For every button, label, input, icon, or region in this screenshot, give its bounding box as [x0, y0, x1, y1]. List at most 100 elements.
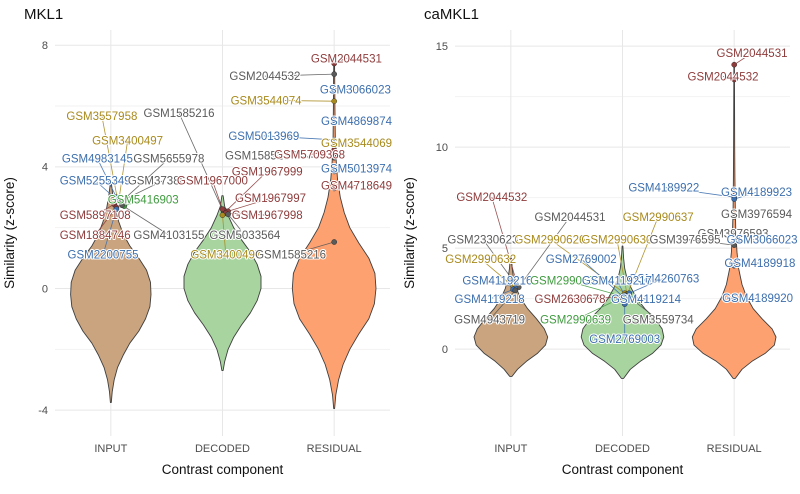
annotation-label: GSM4103155: [133, 230, 204, 242]
violin-chart-mkl1: GSM2044531 GSM2044532 GSM3066023 GSM3544074…: [2, 6, 394, 477]
annotation-label: GSM4943719: [454, 315, 525, 327]
x-tick-label: INPUT: [494, 443, 527, 455]
annotation-label: GSM1967998: [232, 210, 303, 222]
annotation-label: GSM3400497: [190, 250, 261, 262]
annotation-label: GSM3738854: [128, 176, 200, 188]
annotation-label: GSM2044531: [311, 53, 382, 65]
violin-input: [473, 255, 549, 377]
annotation-points: [510, 61, 738, 307]
annotation-labels: GSM2044531 GSM2044532 GSM4189922 GSM4189923…: [444, 47, 798, 347]
annotation-label: GSM2044531: [535, 212, 606, 224]
annotation-label: GSM3557958: [66, 111, 137, 123]
x-tick-label: DECODED: [595, 443, 650, 455]
data-point: [619, 294, 626, 301]
annotation-label: GSM1585216: [255, 250, 326, 262]
data-point: [731, 76, 738, 83]
annotation-label: GSM5416903: [108, 194, 179, 206]
y-tick-label: 5: [442, 243, 448, 255]
annotation-label: GSM2044532: [229, 71, 300, 83]
annotation-label: GSM4119218: [455, 294, 525, 306]
y-tick-label: 10: [436, 142, 448, 154]
violin-residual: [291, 59, 377, 410]
data-point: [331, 154, 338, 161]
data-point: [731, 213, 738, 220]
data-point: [331, 120, 338, 126]
annotation-label: GSM4983145: [62, 154, 133, 166]
annotation-label: GSM2990632: [445, 254, 516, 266]
x-tick-label: RESIDUAL: [307, 443, 362, 455]
annotation-label: GSM5897108: [60, 210, 131, 222]
annotation-label: GSM3976594: [721, 209, 793, 221]
annotation-label: GSM3976595: [650, 234, 721, 246]
data-point: [225, 211, 231, 218]
annotation-label: GSM3559734: [623, 315, 695, 327]
data-point: [331, 142, 338, 149]
annotation-label: GSM2990626: [514, 234, 585, 246]
axes: -4 0 4 8 INPUT DECODED RESIDUAL Contrast compon…: [2, 6, 362, 477]
annotation-label: GSM3400497: [92, 136, 163, 148]
y-tick-label: 0: [42, 283, 48, 295]
annotation-label: GSM5013969: [228, 131, 299, 143]
data-point: [731, 61, 738, 68]
annotation-label: GSM4718649: [321, 180, 392, 192]
annotation-label: GSM2044531: [717, 48, 788, 60]
data-point: [331, 60, 338, 67]
violin-input: [70, 183, 152, 403]
data-point: [331, 185, 338, 192]
annotation-label: GSM5033564: [209, 230, 281, 242]
annotation-segments: [94, 57, 357, 256]
annotation-label: GSM4119216: [462, 276, 532, 288]
annotation-label: GSM1967999: [232, 166, 303, 178]
panel-title: MKL1: [24, 6, 63, 23]
annotation-label: GSM3066023: [727, 234, 798, 246]
data-point: [331, 71, 338, 77]
annotation-label: GSM2769003: [589, 334, 660, 346]
y-axis-title: Similarity (z-score): [2, 177, 17, 289]
annotation-label: GSM1884746: [60, 230, 131, 242]
annotation-label: GSM4189922: [628, 182, 699, 194]
annotation-label: GSM2200755: [68, 250, 139, 262]
annotation-label: GSM5655978: [133, 154, 204, 166]
data-point: [731, 196, 738, 202]
annotation-label: GSM1585237: [225, 151, 296, 163]
annotation-label: GSM4119217: [582, 276, 652, 288]
data-point: [331, 87, 338, 93]
data-point: [219, 206, 226, 212]
data-point: [626, 294, 632, 301]
annotation-label: GSM2044532: [456, 192, 527, 204]
data-point: [119, 202, 125, 208]
annotation-label: GSM5255349: [60, 176, 131, 188]
violins: [70, 59, 377, 410]
violins: [473, 61, 777, 379]
x-tick-label: DECODED: [195, 443, 250, 455]
annotation-label: GSM2990637: [623, 212, 694, 224]
data-point: [512, 287, 519, 294]
annotation-label: GSM3066023: [320, 84, 391, 96]
data-point: [331, 239, 338, 245]
panel-title: caMKL1: [424, 6, 479, 23]
annotation-label: GSM1967000: [177, 176, 248, 188]
data-point: [731, 297, 738, 303]
data-point: [331, 98, 338, 104]
annotation-points: [111, 60, 338, 245]
violin-decoded: [183, 195, 262, 372]
annotation-label: GSM5013974: [321, 163, 393, 175]
data-point: [621, 301, 628, 307]
annotation-label: GSM2990639: [530, 276, 601, 288]
annotation-label: GSM4189920: [722, 293, 793, 305]
y-tick-label: 4: [42, 162, 48, 174]
x-tick-label: INPUT: [94, 443, 127, 455]
x-axis-title: Contrast component: [162, 462, 284, 477]
annotation-labels: GSM2044531 GSM2044532 GSM3066023 GSM3544074…: [59, 52, 394, 262]
data-point: [331, 168, 338, 175]
annotation-label: GSM4189923: [721, 187, 792, 199]
annotation-label: GSM5709368: [274, 150, 345, 162]
violin-chart-camkl1: GSM2044531 GSM2044532 GSM4189922 GSM4189923…: [402, 6, 799, 477]
data-point: [731, 242, 738, 248]
data-point: [731, 262, 738, 269]
annotation-label: GSM3544074: [231, 95, 303, 107]
annotation-label: GSM4189918: [724, 258, 795, 270]
violin-decoded: [580, 245, 665, 379]
annotation-label: GSM4260763: [628, 273, 699, 285]
